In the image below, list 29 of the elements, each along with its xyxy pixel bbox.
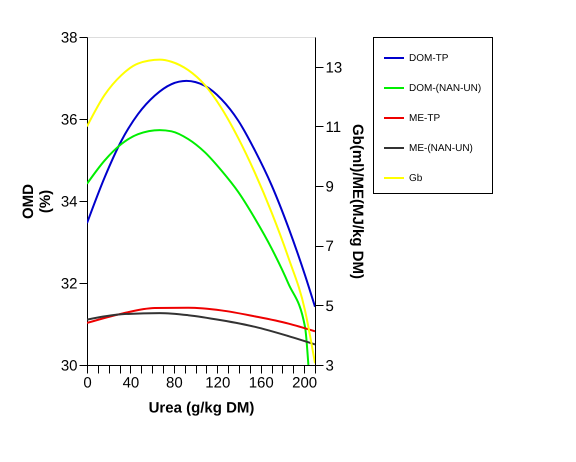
x-tick-label: 160	[248, 374, 274, 392]
line-series	[87, 312, 315, 346]
y-tick-label: 32	[60, 276, 78, 292]
y2-tick-label: 13	[326, 59, 342, 76]
y-tick-label: 30	[60, 358, 78, 374]
x-axis-title: Urea (g/kg DM)	[148, 400, 254, 416]
legend-label: DOM-TP	[409, 53, 449, 64]
y2-tick-label: 11	[326, 118, 342, 136]
y2-tick-label: 5	[326, 298, 334, 315]
y2-tick-label: 3	[326, 358, 334, 374]
x-tick-label: 0	[83, 374, 92, 392]
y2-axis-title: Gb(ml)/ME(MJ/kg DM)	[349, 124, 366, 279]
x-tick-label: 40	[122, 374, 140, 392]
legend-label: Gb	[409, 173, 423, 184]
line-series	[87, 306, 315, 332]
legend-label: DOM-(NAN-UN)	[409, 83, 482, 94]
line-series	[87, 80, 315, 308]
x-tick-label: 200	[292, 374, 318, 392]
line-series	[87, 129, 310, 365]
y2-tick-label: 7	[326, 238, 334, 256]
legend-label: ME-(NAN-UN)	[409, 143, 473, 154]
y2-tick-label: 9	[326, 178, 334, 196]
y-tick-label: 38	[60, 30, 78, 46]
y-tick-label: 36	[60, 112, 78, 128]
legend-label: ME-TP	[409, 113, 440, 124]
x-tick-label: 80	[166, 374, 183, 392]
y-tick-label: 34	[60, 194, 78, 210]
x-tick-label: 120	[205, 374, 230, 392]
y-axis-title: OMD (%)	[20, 184, 54, 219]
